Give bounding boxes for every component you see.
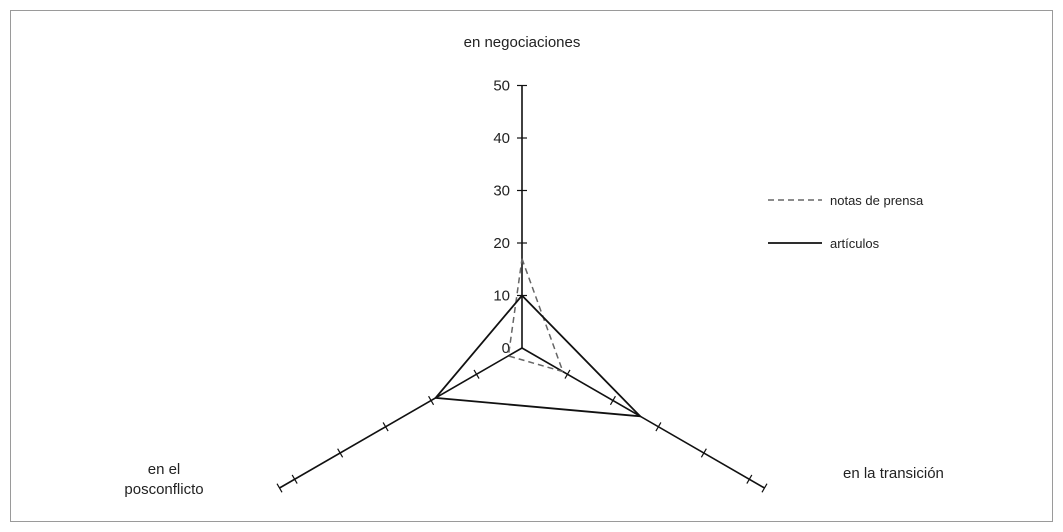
legend-label-1: artículos [830, 236, 880, 251]
axis-label-1: en la transición [843, 465, 944, 482]
tick-label-50: 50 [493, 78, 510, 95]
series [436, 259, 641, 417]
axis-tick-2-4 [338, 449, 343, 458]
axis-tick-1-2 [610, 396, 615, 405]
axis-tick-1-1 [565, 370, 570, 379]
axis-label-1-line-0: en la transición [843, 465, 944, 482]
tick-label-20: 20 [493, 235, 510, 252]
axes [280, 86, 765, 489]
axis-label-0-line-0: en negociaciones [464, 34, 581, 51]
axis-label-2-line-0: en el [148, 461, 181, 478]
tick-label-40: 40 [493, 130, 510, 147]
legend-label-0: notas de prensa [830, 193, 924, 208]
axis-tick-2-5 [292, 475, 297, 484]
axis-end-tick-2 [277, 484, 282, 493]
series-notas-de-prensa-polygon [508, 259, 563, 372]
axis-label-0: en negociaciones [464, 34, 581, 51]
axis-line-1 [522, 348, 764, 488]
axis-line-2 [280, 348, 522, 488]
axis-tick-1-4 [701, 449, 706, 458]
axis-label-2-line-1: posconflicto [124, 481, 203, 498]
legend: notas de prensa artículos [768, 193, 924, 251]
axis-tick-2-3 [383, 422, 388, 431]
axis-end-tick-1 [762, 484, 767, 493]
axis-tick-1-5 [747, 475, 752, 484]
axis-tick-2-1 [474, 370, 479, 379]
tick-label-30: 30 [493, 183, 510, 200]
axis-label-2: en el posconflicto [124, 461, 203, 498]
axis-labels: en negociaciones en la transición en el pos… [124, 34, 944, 498]
axis-tick-1-3 [656, 422, 661, 431]
tick-label-10: 10 [493, 288, 510, 305]
axis-tick-2-2 [429, 396, 434, 405]
